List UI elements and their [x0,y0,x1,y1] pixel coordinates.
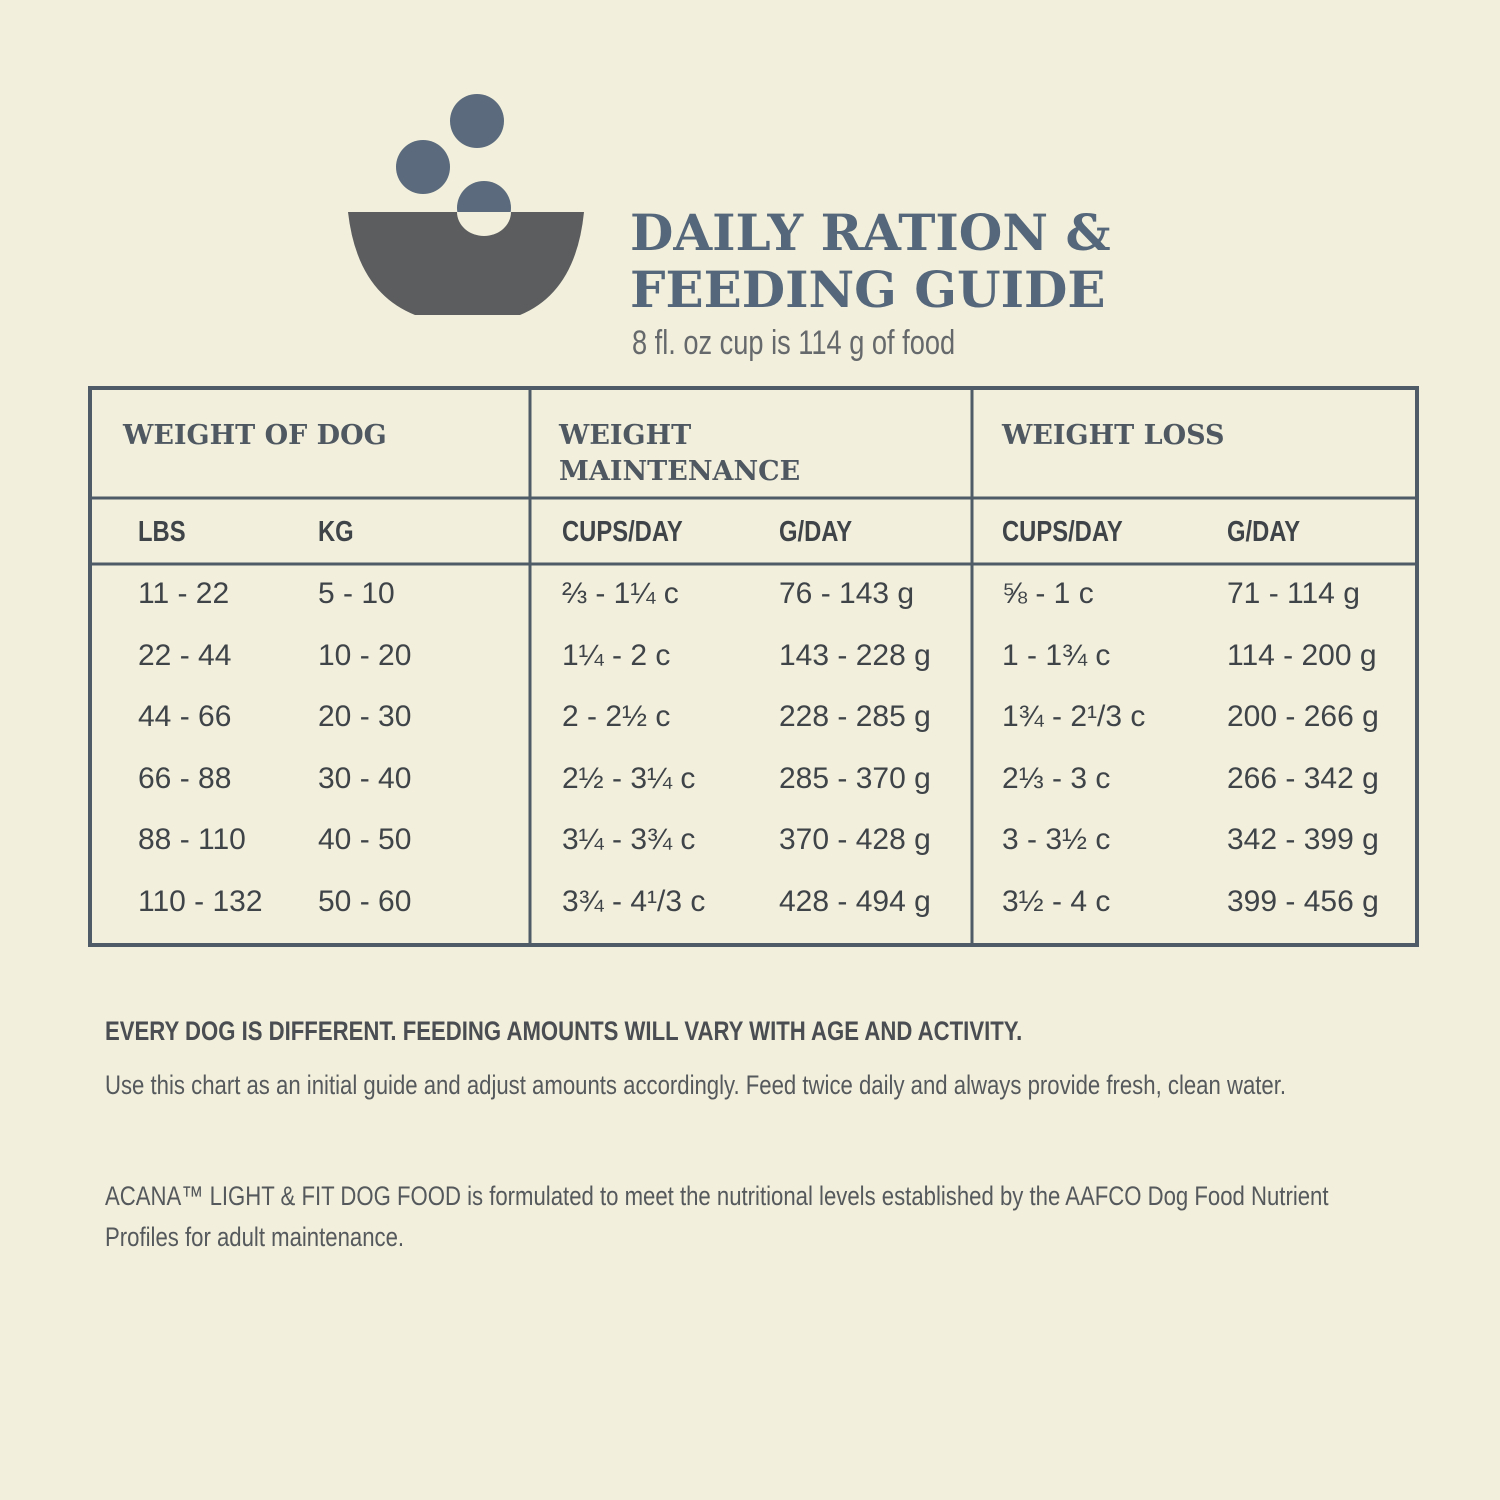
column-header: G/DAY [1227,516,1301,548]
table-cell: 110 - 132 [138,885,263,918]
table-cell: 342 - 399 g [1227,823,1379,857]
table-cell: 5 - 10 [318,577,395,610]
subtitle: 8 fl. oz cup is 114 g of food [632,324,956,362]
table-cell: 30 - 40 [318,761,412,795]
table-cell: 88 - 110 [138,823,246,857]
table-cell: 285 - 370 g [779,761,931,795]
group-header: WEIGHT LOSS [1002,420,1225,451]
column-header: LBS [138,516,186,548]
table-cell: 370 - 428 g [779,823,931,857]
table-cell: 399 - 456 g [1227,885,1379,918]
table-cell: 71 - 114 g [1227,577,1360,610]
table-cell: 3¾ - 4¹/3 c [562,885,706,918]
table-cell: 3¼ - 3¾ c [562,823,696,857]
table-cell: 200 - 266 g [1227,700,1379,734]
table-cell: 1¼ - 2 c [562,638,671,672]
column-header: G/DAY [779,516,853,548]
title: FEEDING GUIDE [630,260,1106,319]
table-cell: 143 - 228 g [779,638,931,672]
table-cell: 428 - 494 g [779,885,931,918]
table-cell: 10 - 20 [318,638,412,672]
column-header: CUPS/DAY [562,516,683,548]
table-cell: 20 - 30 [318,700,412,734]
notes-heading: EVERY DOG IS DIFFERENT. FEEDING AMOUNTS … [105,1016,1023,1046]
table-cell: 76 - 143 g [779,577,915,610]
column-header: KG [318,516,354,548]
table-cell: 44 - 66 [138,700,232,734]
notes-body: Use this chart as an initial guide and a… [105,1070,1287,1100]
table-cell: ⅝ - 1 c [1002,577,1094,610]
table-cell: 3½ - 4 c [1002,885,1111,918]
table-cell: 228 - 285 g [779,700,931,734]
table-cell: 40 - 50 [318,823,412,857]
column-header: CUPS/DAY [1002,516,1123,548]
group-header: WEIGHT OF DOG [123,420,387,451]
table-cell: 50 - 60 [318,885,412,918]
ball-half [457,212,511,236]
title: DAILY RATION & [630,203,1111,262]
table-cell: 3 - 3½ c [1002,823,1111,857]
decoration [88,94,1419,947]
ball [396,140,450,194]
table-cell: 1¾ - 2¹/3 c [1002,700,1146,734]
table-cell: 2½ - 3¼ c [562,761,696,795]
disclaimer: ACANA™ LIGHT & FIT DOG FOOD is formulate… [105,1181,1329,1252]
bowl [348,212,584,315]
table-border [88,386,1419,947]
table-cell: 22 - 44 [138,638,232,672]
group-header: WEIGHT MAINTENANCE [559,420,801,487]
table-cell: 2⅓ - 3 c [1002,761,1111,795]
table-cell: 11 - 22 [138,577,230,610]
table-cell: 114 - 200 g [1227,638,1377,672]
table-cell: 2 - 2½ c [562,700,671,734]
table-cell: ⅔ - 1¼ c [562,577,679,610]
table-cell: 1 - 1¾ c [1002,638,1111,672]
table-cell: 266 - 342 g [1227,761,1379,795]
table-cell: 66 - 88 [138,761,232,795]
ball [450,94,504,148]
